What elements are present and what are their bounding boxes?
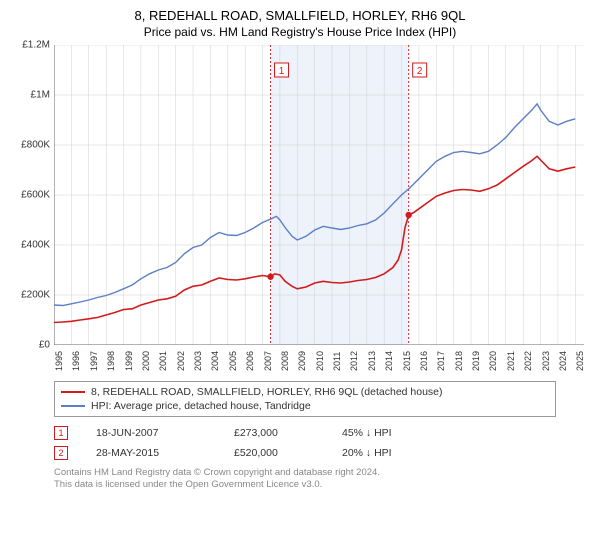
x-axis-labels: 1995 1996 1997 1998 1999 2000 2001 2002 2003 2004… (54, 347, 584, 377)
legend-label: HPI: Average price, detached house, Tand… (91, 400, 311, 412)
x-tick-label: 1999 (124, 351, 134, 371)
y-tick-label: £400K (21, 240, 50, 251)
legend-item: HPI: Average price, detached house, Tand… (61, 399, 549, 413)
y-tick-label: £1.2M (22, 40, 50, 51)
x-tick-label: 2019 (471, 351, 481, 371)
x-tick-label: 2018 (454, 351, 464, 371)
sale-marker-dot (405, 212, 411, 218)
x-tick-label: 2010 (315, 351, 325, 371)
x-tick-label: 2021 (506, 351, 516, 371)
x-tick-label: 1998 (106, 351, 116, 371)
y-tick-label: £800K (21, 140, 50, 151)
x-tick-label: 2017 (436, 351, 446, 371)
y-axis-labels: £0£200K£400K£600K£800K£1M£1.2M (10, 45, 54, 345)
x-tick-label: 2013 (367, 351, 377, 371)
x-tick-label: 2024 (558, 351, 568, 371)
x-tick-label: 2007 (263, 351, 273, 371)
x-tick-label: 2023 (541, 351, 551, 371)
x-tick-label: 2003 (193, 351, 203, 371)
sale-marker-dot (267, 274, 273, 280)
x-tick-label: 2016 (419, 351, 429, 371)
chart-title: 8, REDEHALL ROAD, SMALLFIELD, HORLEY, RH… (10, 8, 590, 23)
y-tick-label: £1M (31, 90, 50, 101)
footer-line-2: This data is licensed under the Open Gov… (54, 479, 556, 491)
chart-plot: 12 (54, 45, 584, 345)
x-tick-label: 2012 (349, 351, 359, 371)
chart-subtitle: Price paid vs. HM Land Registry's House … (10, 25, 590, 39)
x-tick-label: 2004 (210, 351, 220, 371)
x-tick-label: 2022 (523, 351, 533, 371)
legend-label: 8, REDEHALL ROAD, SMALLFIELD, HORLEY, RH… (91, 386, 443, 398)
x-tick-label: 2014 (384, 351, 394, 371)
x-tick-label: 2002 (176, 351, 186, 371)
y-tick-label: £0 (39, 340, 50, 351)
sale-price: £273,000 (234, 427, 314, 439)
sale-price: £520,000 (234, 447, 314, 459)
legend-box: 8, REDEHALL ROAD, SMALLFIELD, HORLEY, RH… (54, 381, 556, 417)
event-marker-label: 1 (279, 66, 285, 77)
legend-swatch (61, 405, 85, 407)
x-tick-label: 2005 (228, 351, 238, 371)
chart-area: £0£200K£400K£600K£800K£1M£1.2M 12 199519… (10, 45, 590, 375)
y-tick-label: £200K (21, 290, 50, 301)
sale-row: 2 28-MAY-2015 £520,000 20% ↓ HPI (54, 443, 556, 463)
chart-container: 8, REDEHALL ROAD, SMALLFIELD, HORLEY, RH… (0, 0, 600, 496)
x-tick-label: 2009 (297, 351, 307, 371)
sale-date: 18-JUN-2007 (96, 427, 206, 439)
x-tick-label: 2001 (158, 351, 168, 371)
sale-marker-ref: 2 (54, 446, 68, 460)
x-tick-label: 2025 (575, 351, 585, 371)
x-tick-label: 1996 (71, 351, 81, 371)
legend-item: 8, REDEHALL ROAD, SMALLFIELD, HORLEY, RH… (61, 385, 549, 399)
x-tick-label: 2008 (280, 351, 290, 371)
x-tick-label: 2006 (245, 351, 255, 371)
x-tick-label: 2015 (402, 351, 412, 371)
legend-swatch (61, 391, 85, 393)
x-tick-label: 2020 (488, 351, 498, 371)
sale-diff: 20% ↓ HPI (342, 447, 452, 459)
sale-diff: 45% ↓ HPI (342, 427, 452, 439)
footer-attribution: Contains HM Land Registry data © Crown c… (54, 467, 556, 492)
sales-table: 1 18-JUN-2007 £273,000 45% ↓ HPI 2 28-MAY-201… (54, 423, 556, 463)
sale-row: 1 18-JUN-2007 £273,000 45% ↓ HPI (54, 423, 556, 443)
x-tick-label: 1997 (89, 351, 99, 371)
x-tick-label: 2000 (141, 351, 151, 371)
event-marker-label: 2 (417, 66, 423, 77)
y-tick-label: £600K (21, 190, 50, 201)
x-tick-label: 2011 (332, 352, 342, 371)
sale-date: 28-MAY-2015 (96, 447, 206, 459)
x-tick-label: 1995 (54, 351, 64, 371)
sale-marker-ref: 1 (54, 426, 68, 440)
footer-line-1: Contains HM Land Registry data © Crown c… (54, 467, 556, 479)
